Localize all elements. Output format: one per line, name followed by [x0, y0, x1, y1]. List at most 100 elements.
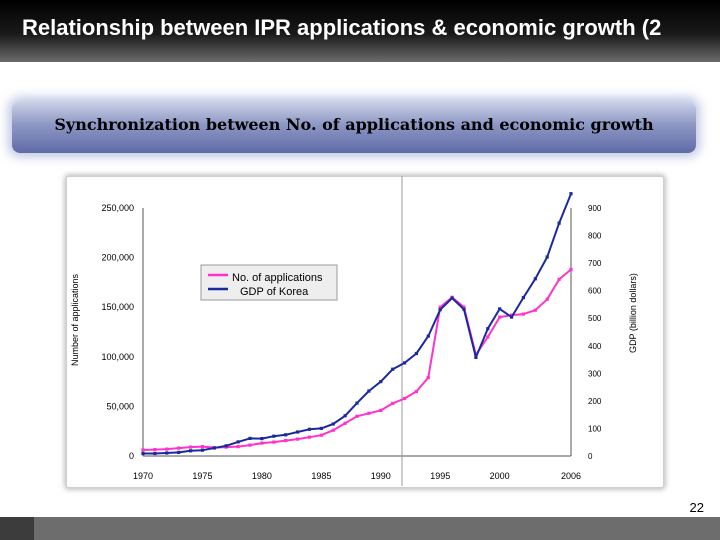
data-point-applications	[343, 421, 347, 425]
data-point-applications	[379, 408, 383, 412]
y-right-tick-label: 0	[588, 452, 593, 461]
data-point-gdp	[331, 422, 335, 426]
data-point-applications	[260, 441, 264, 445]
data-point-gdp	[212, 446, 216, 450]
data-point-gdp	[462, 307, 466, 311]
y-right-tick-label: 600	[588, 287, 602, 296]
data-point-applications	[545, 297, 549, 301]
data-point-applications	[557, 277, 561, 281]
data-point-gdp	[200, 448, 204, 452]
data-point-gdp	[284, 433, 288, 437]
data-point-gdp	[224, 444, 228, 448]
data-point-applications	[307, 435, 311, 439]
data-point-applications	[236, 445, 240, 449]
data-point-applications	[533, 308, 537, 312]
data-point-gdp	[521, 296, 525, 300]
data-point-applications	[331, 428, 335, 432]
legend-label-applications: No. of applications	[232, 272, 323, 284]
footer-block	[0, 517, 34, 540]
y-right-tick-label: 700	[588, 259, 602, 268]
data-point-gdp	[141, 451, 145, 456]
data-point-gdp	[189, 449, 193, 453]
x-tick-label: 1975	[192, 471, 212, 481]
page-number: 22	[689, 500, 704, 515]
data-point-gdp	[296, 430, 300, 434]
x-tick-label: 1995	[430, 471, 450, 481]
y-left-tick-label: 100,000	[101, 352, 134, 362]
data-point-gdp	[474, 355, 478, 359]
data-point-gdp	[319, 426, 323, 430]
data-point-applications	[462, 305, 466, 309]
y-left-tick-label: 50,000	[106, 401, 134, 411]
y-right-tick-label: 400	[588, 342, 602, 351]
data-point-applications	[426, 376, 430, 380]
data-point-applications	[355, 414, 359, 418]
data-point-gdp	[153, 451, 157, 456]
data-point-gdp	[343, 414, 347, 418]
chart-area	[66, 176, 664, 488]
data-point-applications	[165, 447, 169, 451]
data-point-gdp	[545, 255, 549, 259]
data-point-applications	[319, 433, 323, 437]
x-tick-label: 1985	[311, 471, 331, 481]
slide-title: Relationship between IPR applications & …	[22, 15, 662, 40]
data-point-gdp	[272, 434, 276, 438]
data-point-gdp	[248, 436, 252, 440]
y-right-tick-label: 800	[588, 232, 602, 241]
data-point-gdp	[533, 277, 537, 281]
subtitle-text: Synchronization between No. of applicati…	[54, 115, 654, 134]
data-point-applications	[498, 315, 502, 319]
data-point-gdp	[260, 437, 264, 441]
data-point-applications	[153, 448, 157, 452]
data-point-gdp	[379, 380, 383, 384]
footer-bar	[0, 517, 720, 540]
data-point-gdp	[450, 296, 454, 300]
data-point-applications	[189, 445, 193, 449]
legend-box	[200, 264, 338, 301]
x-tick-label: 1990	[371, 471, 391, 481]
y-right-tick-label: 900	[588, 204, 602, 213]
data-point-applications	[284, 439, 288, 443]
data-point-applications	[200, 445, 204, 449]
data-point-gdp	[177, 450, 181, 454]
data-point-gdp	[486, 327, 490, 331]
x-tick-label: 2000	[490, 471, 510, 481]
x-tick-label: 1970	[133, 471, 153, 481]
data-point-gdp	[557, 221, 561, 225]
series-line-gdp	[143, 193, 572, 455]
data-point-applications	[296, 437, 300, 441]
data-point-applications	[486, 335, 490, 339]
data-point-gdp	[236, 440, 240, 444]
data-point-gdp	[414, 351, 418, 356]
data-point-gdp	[403, 361, 407, 365]
data-point-applications	[438, 305, 442, 309]
data-point-gdp	[367, 389, 371, 393]
data-point-gdp	[165, 451, 169, 455]
data-point-applications	[272, 440, 276, 444]
data-point-gdp	[391, 367, 395, 371]
x-tick-label: 2006	[561, 471, 581, 481]
data-point-applications	[391, 401, 395, 405]
data-point-gdp	[426, 334, 430, 338]
data-point-applications	[141, 448, 145, 452]
data-point-gdp	[355, 401, 359, 405]
y-right-tick-label: 100	[588, 424, 602, 433]
data-point-applications	[248, 443, 252, 447]
data-point-gdp	[307, 427, 311, 431]
y-left-tick-label: 0	[129, 451, 134, 461]
data-point-gdp	[438, 308, 442, 312]
y-axis-right-title: GDP (billion dollars)	[628, 273, 638, 353]
data-point-applications	[569, 267, 573, 272]
data-point-applications	[414, 389, 418, 394]
data-point-gdp	[498, 307, 502, 311]
legend-label-gdp: GDP of Korea	[240, 286, 309, 298]
data-point-applications	[367, 411, 371, 415]
y-left-tick-label: 250,000	[101, 203, 134, 213]
y-right-tick-label: 500	[588, 314, 602, 323]
subtitle-banner: Synchronization between No. of applicati…	[12, 101, 696, 153]
x-tick-label: 1980	[252, 471, 272, 481]
legend: No. of applications GDP of Korea	[200, 264, 338, 301]
data-point-applications	[510, 313, 514, 317]
y-left-tick-label: 150,000	[101, 302, 134, 312]
